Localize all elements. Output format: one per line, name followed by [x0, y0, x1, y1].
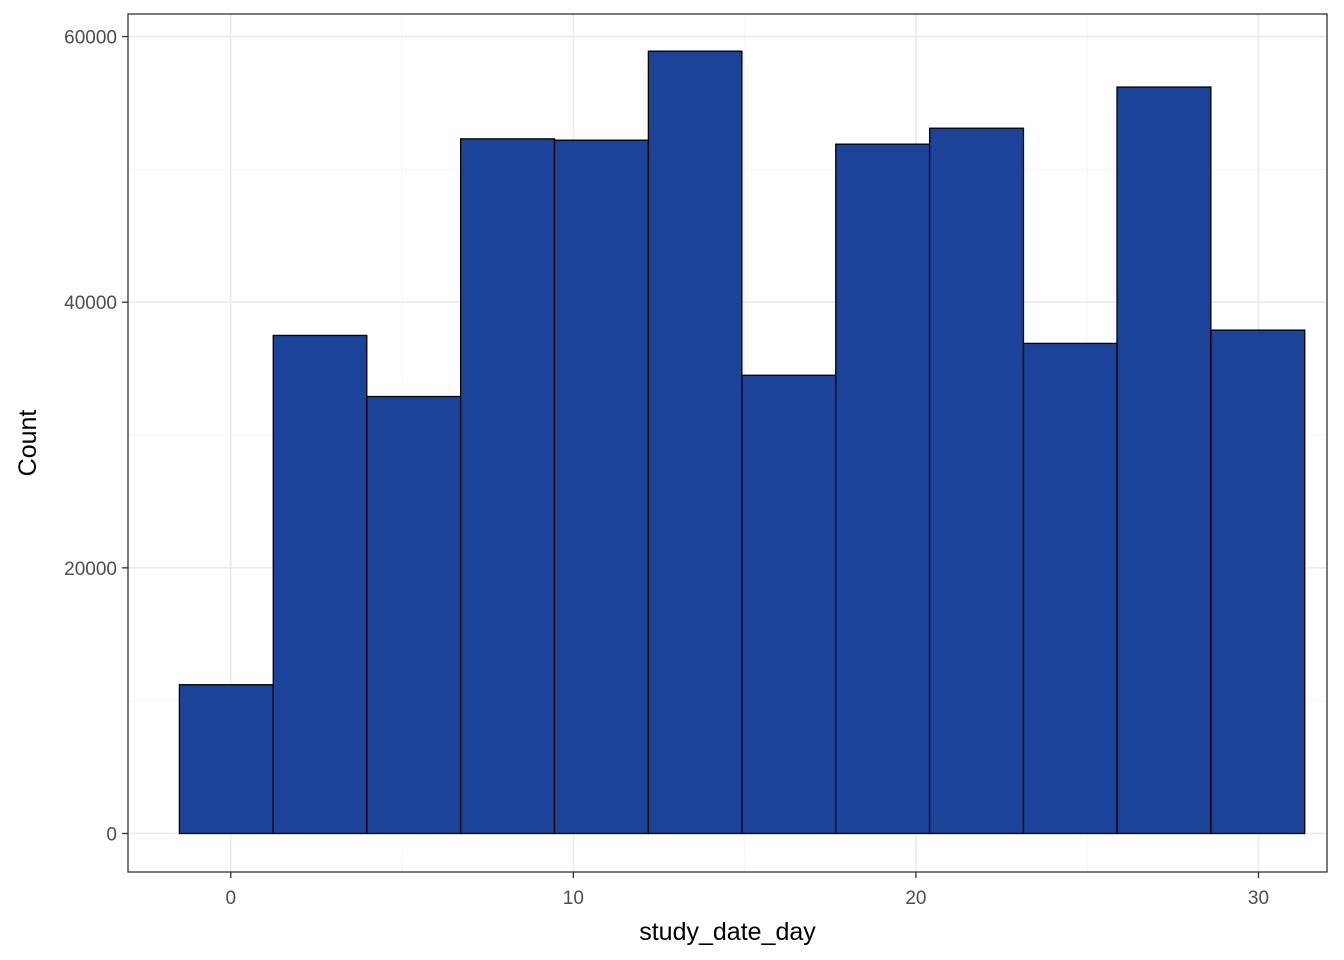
- x-tick-label: 0: [225, 888, 236, 909]
- histogram-bar-4: [459, 138, 556, 835]
- histogram-bar-2: [272, 334, 368, 835]
- panel-border: [127, 13, 1328, 873]
- histogram-bar-7: [741, 374, 837, 835]
- histogram-bar-3: [366, 395, 462, 835]
- histogram-bar-8: [835, 143, 931, 835]
- x-axis-title: study_date_day: [639, 918, 816, 946]
- x-tick-label: 30: [1248, 888, 1269, 909]
- y-tick-label: 20000: [64, 559, 117, 580]
- histogram-bar-6: [647, 50, 743, 835]
- x-axis-ticks: 0 10 20 30: [225, 872, 1269, 909]
- histogram-bar-11: [1116, 86, 1212, 835]
- x-tick-label: 20: [905, 888, 926, 909]
- histogram-bar-9: [928, 127, 1025, 835]
- histogram-bar-10: [1022, 342, 1118, 835]
- histogram-bar-12: [1210, 329, 1306, 835]
- y-axis-ticks: 0 20000 40000 60000: [64, 28, 128, 845]
- bars: [178, 50, 1306, 835]
- y-tick-label: 40000: [64, 293, 117, 314]
- y-axis-title: Count: [14, 410, 42, 477]
- histogram-bar-1: [178, 684, 274, 835]
- y-tick-label: 60000: [64, 28, 117, 49]
- y-tick-label: 0: [106, 824, 117, 845]
- histogram-bar-5: [553, 139, 650, 835]
- x-tick-label: 10: [563, 888, 584, 909]
